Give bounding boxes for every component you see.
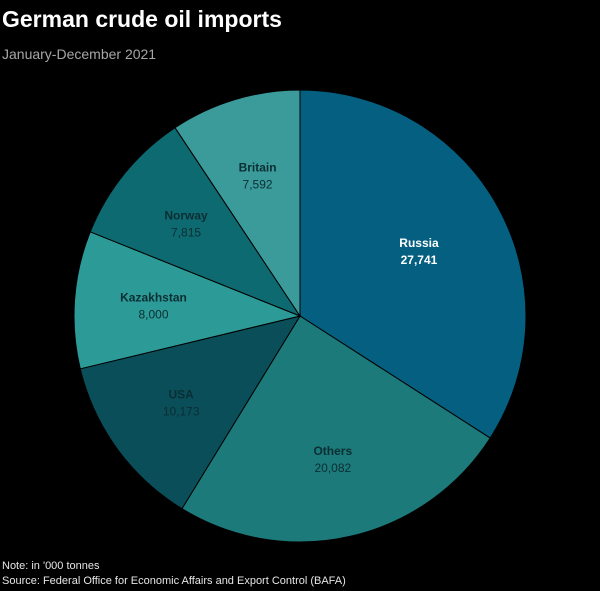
slice-label-russia: Russia [399,236,439,250]
slice-value-kazakhstan: 8,000 [138,307,168,321]
slice-value-russia: 27,741 [401,253,438,267]
chart-note: Note: in '000 tonnes [2,560,100,572]
chart-title: German crude oil imports [2,6,282,32]
slice-label-britain: Britain [239,160,277,174]
pie-slice-kazakhstan [73,231,302,370]
slice-value-britain: 7,592 [243,177,273,191]
chart-subtitle: January-December 2021 [2,46,157,62]
slice-label-others: Others [313,444,352,458]
slice-value-norway: 7,815 [171,225,201,239]
slice-value-others: 20,082 [314,461,351,475]
slice-value-usa: 10,173 [163,404,200,418]
pie-slice-usa [79,315,302,510]
pie-slice-russia [299,89,527,439]
pie-slice-others [181,315,491,543]
slice-label-norway: Norway [164,208,208,222]
chart-source: Source: Federal Office for Economic Affa… [2,575,346,587]
slice-label-usa: USA [168,387,194,401]
slice-label-kazakhstan: Kazakhstan [120,290,187,304]
pie-slice-norway [89,127,302,318]
pie-slice-britain [174,89,301,318]
